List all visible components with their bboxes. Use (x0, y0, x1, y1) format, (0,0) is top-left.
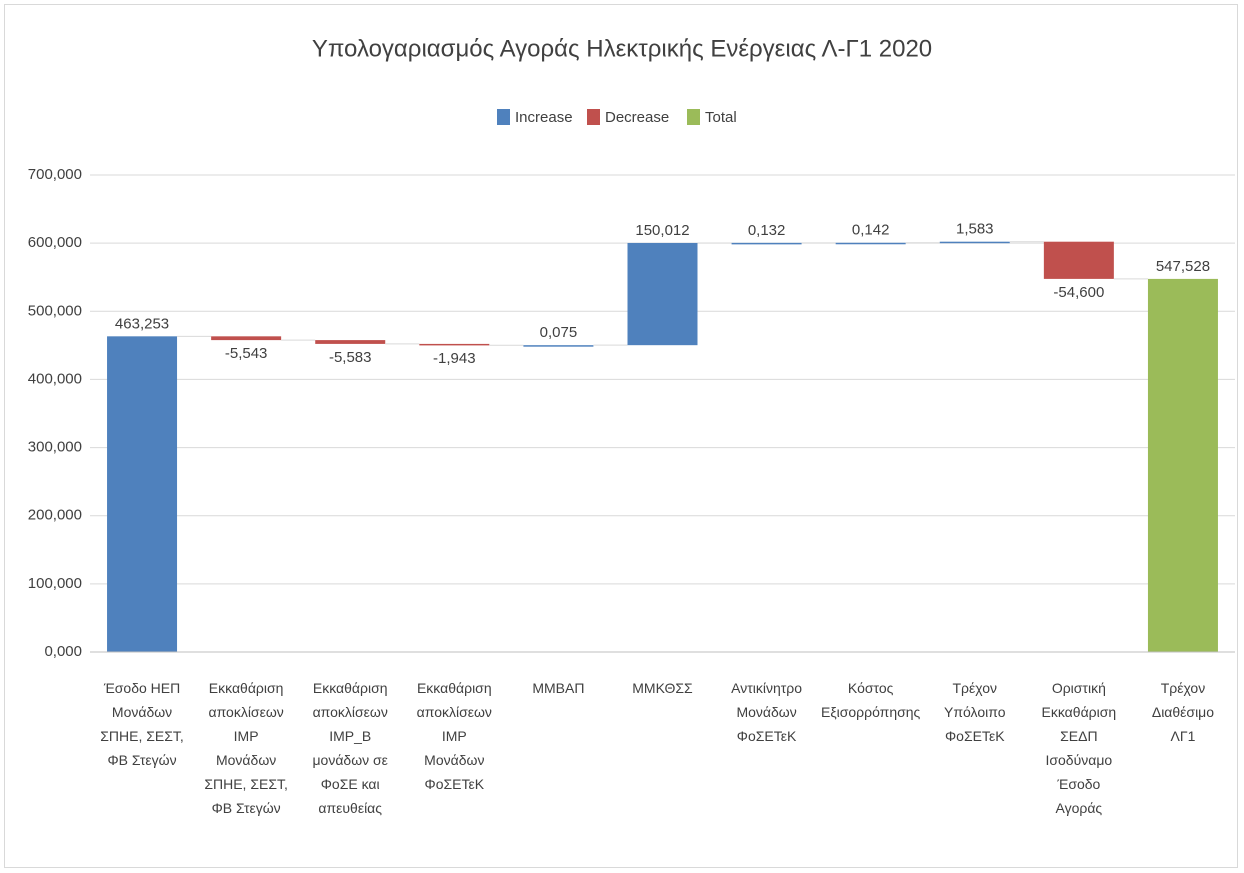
x-tick-label: Τρέχον Υπόλοιπο ΦοΣΕΤεΚ (944, 680, 1006, 744)
y-tick-label: 400,000 (28, 370, 82, 387)
chart-title: Υπολογαριασμός Αγοράς Ηλεκτρικής Ενέργει… (312, 35, 932, 62)
legend-label: Total (705, 109, 737, 126)
y-tick-label: 200,000 (28, 507, 82, 524)
data-label: 1,583 (956, 221, 994, 238)
x-tick-label: Εκκαθάριση αποκλίσεων IMP Μονάδων ΦοΣΕΤε… (416, 680, 492, 792)
y-tick-label: 500,000 (28, 302, 82, 319)
data-label: 463,253 (115, 315, 169, 332)
x-tick-label: Εκκαθάριση αποκλίσεων IMP_B μονάδων σε Φ… (312, 680, 388, 816)
data-label: 150,012 (635, 222, 689, 239)
data-label: 547,528 (1156, 258, 1210, 275)
x-tick-label: ΜΜΒΑΠ (532, 680, 585, 696)
data-label: -1,943 (433, 350, 476, 367)
x-tick-label: Εκκαθάριση αποκλίσεων IMP Μονάδων ΣΠΗΕ, … (204, 680, 288, 816)
bar (1147, 278, 1218, 652)
bar (835, 242, 906, 245)
data-label: 0,075 (540, 324, 578, 341)
bar (1043, 241, 1114, 279)
y-tick-label: 0,000 (44, 643, 82, 660)
data-label: -5,543 (225, 345, 268, 362)
y-tick-label: 300,000 (28, 439, 82, 456)
legend-swatch (497, 109, 510, 125)
data-label: -5,583 (329, 349, 372, 366)
bar (523, 345, 594, 347)
y-tick-label: 600,000 (28, 234, 82, 251)
legend-swatch (687, 109, 700, 125)
data-label: -54,600 (1053, 284, 1104, 301)
x-tick-label: Τρέχον Διαθέσιμο ΛΓ1 (1151, 680, 1215, 744)
chart-frame (4, 4, 1238, 868)
bar (731, 242, 802, 245)
bar (315, 340, 386, 344)
data-label: 0,132 (748, 222, 786, 239)
x-tick-label: Αντικίνητρο Μονάδων ΦοΣΕΤεΚ (731, 680, 803, 744)
bar (419, 343, 490, 346)
x-tick-label: Κόστος Εξισορρόπησης (821, 680, 921, 720)
bar (939, 241, 1010, 244)
legend-label: Decrease (605, 109, 669, 126)
legend-swatch (587, 109, 600, 125)
x-tick-label: Έσοδο ΗΕΠ Μονάδων ΣΠΗΕ, ΣΕΣΤ, ΦΒ Στεγών (100, 680, 184, 768)
legend-label: Increase (515, 109, 573, 126)
x-tick-label: ΜΜΚΘΣΣ (632, 680, 693, 696)
x-tick-label: Οριστική Εκκαθάριση ΣΕΔΠ Ισοδύναμο Έσοδο… (1041, 680, 1117, 816)
data-label: 0,142 (852, 222, 890, 239)
bar (107, 336, 178, 652)
bar (211, 336, 282, 341)
y-tick-label: 700,000 (28, 166, 82, 183)
bar (627, 242, 698, 346)
y-tick-label: 100,000 (28, 575, 82, 592)
